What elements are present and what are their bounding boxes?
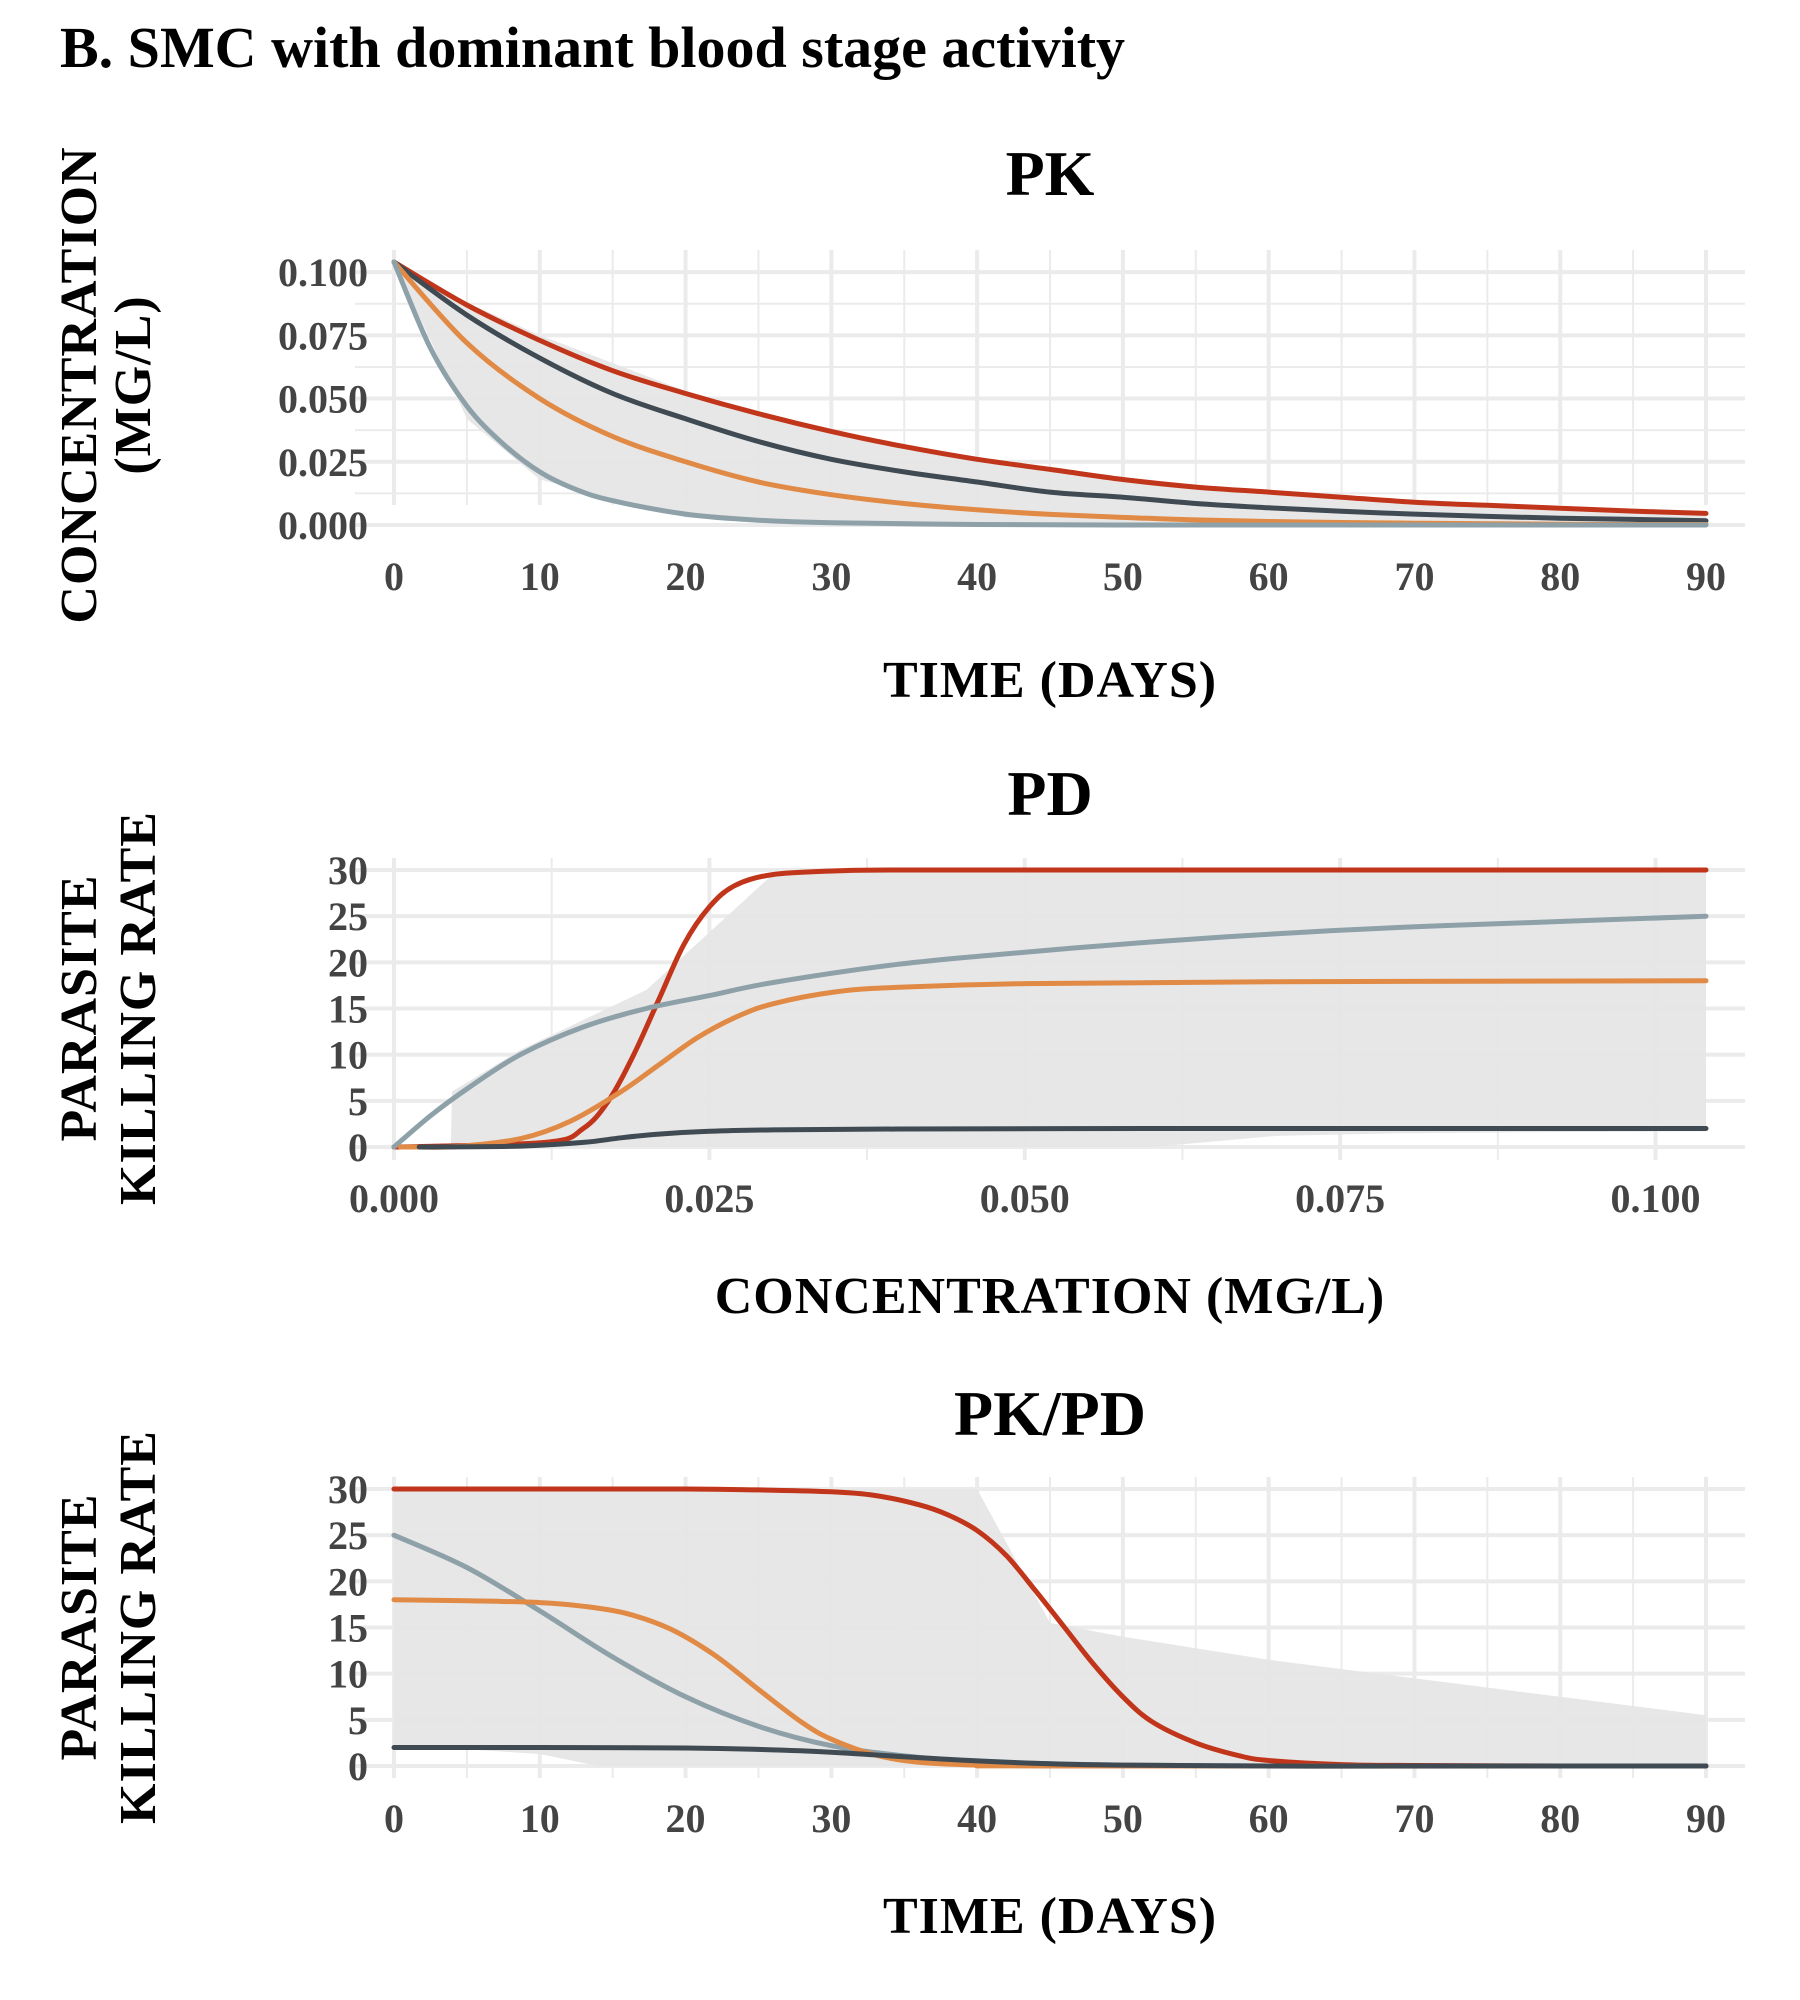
pk-x-tick-label: 60 xyxy=(1249,554,1289,599)
pk-series-dark xyxy=(391,259,1709,524)
pk-y-axis-label: (MG/L) xyxy=(105,295,162,474)
pk-x-tick-label: 90 xyxy=(1686,554,1726,599)
pk-y-tick-label: 0.050 xyxy=(278,377,368,422)
pd-series-red xyxy=(391,867,1709,1150)
pd-y-tick-label: 15 xyxy=(328,987,368,1032)
pkpd-y-tick-label: 20 xyxy=(328,1559,368,1604)
pd-y-tick-label: 5 xyxy=(348,1079,368,1124)
pd-series-orange xyxy=(397,978,1709,1150)
pd-x-tick-label: 0.100 xyxy=(1611,1176,1701,1221)
pk-x-tick-label: 50 xyxy=(1103,554,1143,599)
pkpd-y-tick-label: 0 xyxy=(348,1744,368,1789)
pk-x-tick-label: 20 xyxy=(666,554,706,599)
pk-x-axis-label: TIME (DAYS) xyxy=(883,652,1217,709)
pd-x-tick-label: 0.050 xyxy=(980,1176,1070,1221)
pkpd-y-axis-label: PARASITE xyxy=(51,1493,108,1760)
pk-series-red xyxy=(391,259,1709,516)
pd-y-tick-label: 30 xyxy=(328,848,368,893)
pd-x-tick-label: 0.000 xyxy=(349,1176,439,1221)
pkpd-title: PK/PD xyxy=(954,1378,1146,1449)
pk-x-tick-label: 80 xyxy=(1540,554,1580,599)
pk-series-gray_blue xyxy=(391,259,1709,528)
pd-series-gray_blue xyxy=(391,913,1709,1150)
pkpd-y-tick-label: 30 xyxy=(328,1467,368,1512)
pkpd-x-tick-label: 80 xyxy=(1540,1796,1580,1841)
pk-title: PK xyxy=(1006,138,1095,209)
pd-x-tick-label: 0.025 xyxy=(664,1176,754,1221)
pkpd-x-tick-label: 40 xyxy=(957,1796,997,1841)
pk-x-tick-label: 40 xyxy=(957,554,997,599)
pk-x-tick-label: 70 xyxy=(1394,554,1434,599)
pkpd-y-tick-label: 15 xyxy=(328,1606,368,1651)
pd-title: PD xyxy=(1007,758,1092,829)
figure-title: B. SMC with dominant blood stage activit… xyxy=(60,15,1126,80)
pd-y-tick-label: 25 xyxy=(328,894,368,939)
pkpd-ribbon xyxy=(394,1489,1706,1766)
pd-ribbon xyxy=(450,870,1706,1147)
pk-y-axis-label: CONCENTRATION xyxy=(51,146,108,623)
pk-y-tick-label: 0.000 xyxy=(278,503,368,548)
pkpd-x-tick-label: 10 xyxy=(520,1796,560,1841)
pd-y-axis-label: PARASITE xyxy=(51,874,108,1141)
pkpd-x-tick-label: 0 xyxy=(384,1796,404,1841)
pd-y-tick-label: 10 xyxy=(328,1033,368,1078)
pd-y-tick-label: 0 xyxy=(348,1125,368,1170)
pk-y-tick-label: 0.025 xyxy=(278,440,368,485)
pk-panel: 0 10 20 30 40 50 60 70 80 90 0.000 0.025 0.050 0.075 0… xyxy=(51,138,1745,709)
pk-ribbon xyxy=(394,262,1706,525)
pkpd-panel: 0 10 20 30 40 50 60 70 80 90051015202530PK/PDTIME… xyxy=(51,1378,1745,1945)
pd-y-tick-label: 20 xyxy=(328,940,368,985)
pkpd-x-axis-label: TIME (DAYS) xyxy=(883,1888,1217,1945)
pkpd-x-tick-label: 70 xyxy=(1394,1796,1434,1841)
pkpd-x-tick-label: 50 xyxy=(1103,1796,1143,1841)
pkpd-y-tick-label: 10 xyxy=(328,1652,368,1697)
pd-x-tick-label: 0.075 xyxy=(1295,1176,1385,1221)
pk-x-tick-label: 10 xyxy=(520,554,560,599)
pd-x-axis-label: CONCENTRATION (MG/L) xyxy=(715,1268,1385,1325)
pk-y-tick-label: 0.075 xyxy=(278,313,368,358)
pkpd-x-tick-label: 60 xyxy=(1249,1796,1289,1841)
pd-series-dark xyxy=(416,1125,1709,1150)
pkpd-y-tick-label: 5 xyxy=(348,1698,368,1743)
pkpd-x-tick-label: 20 xyxy=(666,1796,706,1841)
pd-y-axis-label: KILLING RATE xyxy=(110,811,167,1205)
pkpd-y-axis-label: KILLING RATE xyxy=(110,1430,167,1824)
pkpd-y-tick-label: 25 xyxy=(328,1513,368,1558)
pkpd-x-tick-label: 90 xyxy=(1686,1796,1726,1841)
pkpd-series-dark xyxy=(391,1744,1709,1769)
pk-x-tick-label: 30 xyxy=(811,554,851,599)
pkpd-x-tick-label: 30 xyxy=(811,1796,851,1841)
pk-x-tick-label: 0 xyxy=(384,554,404,599)
pk-y-tick-label: 0.100 xyxy=(278,250,368,295)
